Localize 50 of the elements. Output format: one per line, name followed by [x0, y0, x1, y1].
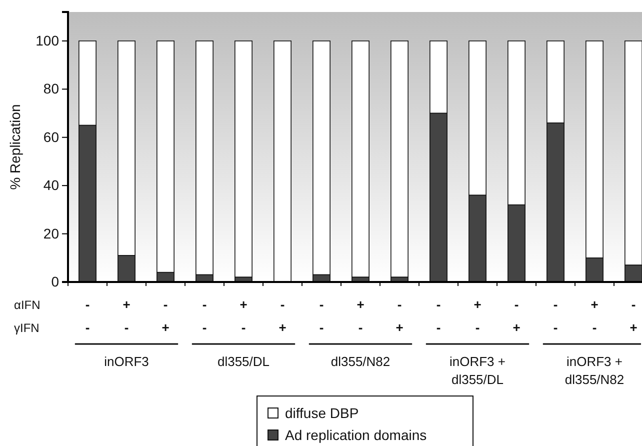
y-axis-title: % Replication — [7, 104, 23, 190]
text: - — [280, 297, 285, 312]
text: + — [278, 320, 287, 335]
legend-label: Ad replication domains — [285, 427, 427, 443]
text: - — [592, 320, 597, 335]
text: - — [85, 320, 90, 335]
text: - — [358, 320, 363, 335]
text: - — [514, 297, 519, 312]
text: - — [163, 297, 168, 312]
text: dl355/DL — [217, 354, 270, 369]
text: - — [553, 320, 558, 335]
y-tick-label: 20 — [43, 225, 60, 242]
text: dl355/N82 — [330, 354, 390, 369]
y-tick-label: 0 — [51, 273, 60, 290]
text: - — [202, 297, 207, 312]
text: - — [553, 297, 558, 312]
text: - — [475, 320, 480, 335]
text: - — [124, 320, 129, 335]
text: inORF3 + dl355/N82 — [564, 354, 624, 387]
text: + — [122, 297, 131, 312]
text: - — [436, 320, 441, 335]
y-tick-label: 40 — [43, 177, 60, 194]
text: inORF3 — [104, 354, 149, 369]
text: + — [240, 297, 248, 312]
text: + — [162, 320, 170, 335]
text: - — [397, 297, 402, 312]
text: + — [590, 297, 599, 312]
text: + — [356, 297, 365, 312]
text: + — [512, 320, 521, 335]
y-tick-label: 60 — [43, 128, 60, 145]
text: αIFN — [14, 298, 40, 312]
y-tick-label: 80 — [43, 80, 60, 97]
y-tick-label: 100 — [36, 32, 60, 48]
text: inORF3 + dl355/DL — [450, 354, 506, 387]
text: + — [474, 297, 482, 312]
text: - — [241, 320, 246, 335]
text: - — [85, 297, 90, 312]
text: - — [631, 297, 636, 312]
text: - — [319, 297, 324, 312]
bar — [234, 40, 252, 278]
text: - — [202, 320, 207, 335]
bar — [390, 40, 408, 278]
text: + — [630, 320, 638, 335]
bar — [352, 40, 370, 278]
bar — [274, 40, 292, 282]
legend-label: diffuse DBP — [285, 405, 359, 421]
text: + — [396, 320, 404, 335]
text: γIFN — [14, 321, 40, 335]
text: - — [319, 320, 324, 335]
text: - — [436, 297, 441, 312]
